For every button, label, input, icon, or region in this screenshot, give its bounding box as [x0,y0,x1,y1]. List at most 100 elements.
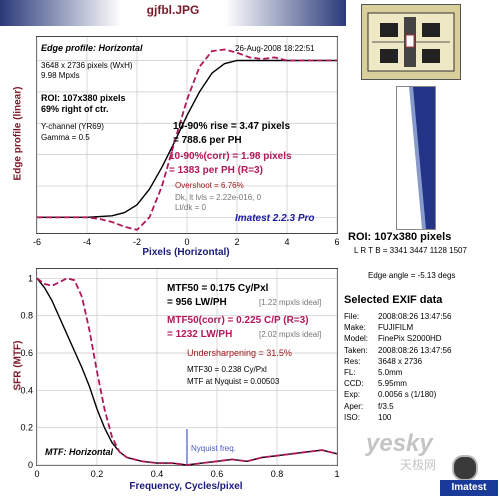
y-tick-label: 1 [28,273,33,283]
exif-title: Selected EXIF data [344,294,443,306]
mtf50-ideal: [1.22 mpxls ideal] [259,298,322,307]
x-tick-label: 0 [184,237,189,247]
image-dims: 3648 x 2736 pixels (WxH) [41,61,133,70]
rise-per-ph: = 788.6 per PH [173,135,242,146]
rise-corr-value: 10-90%(corr) = 1.98 pixels [169,151,292,162]
x-tick-label: -4 [83,237,91,247]
x-tick-label: 0.2 [91,469,104,479]
exif-key: ISO: [344,412,361,422]
exif-value: FinePix S2000HD [378,334,442,344]
exif-row: Exp: 0.0056 s (1/180) [344,390,436,399]
image-mpxls: 9.98 Mpxls [41,71,80,80]
y-tick-label: 0.2 [20,423,33,433]
exif-value: 5.0mm [378,368,403,377]
nyquist-label: Nyquist freq. [191,444,236,453]
roi-size: ROI: 107x380 pixels [41,93,126,103]
watermark-sub: 天极网 [400,458,437,472]
exif-row: ISO: 100 [344,413,391,422]
exif-value: 100 [378,412,392,422]
roi-title: ROI: 107x380 pixels [348,231,452,243]
exif-value: 5.95mm [378,379,407,389]
roi-edge-graphic [409,87,435,229]
x-tick-label: 0.6 [211,469,224,479]
x-tick-label: 0.8 [271,469,284,479]
mtf50-corr: MTF50(corr) = 0.225 C/P (R=3) [167,315,309,326]
file-title: gjfbl.JPG [146,3,200,17]
mtf30: MTF30 = 0.238 Cy/Pxl [187,365,267,374]
x-tick-label: 6 [334,237,339,247]
y-tick-label: 0.4 [20,385,33,395]
light-dark-ratio: Lt/dk = 0 [175,203,206,212]
corrected-series-line [36,277,338,466]
rise-corr-per-ph: = 1383 per PH (R=3) [169,165,263,176]
exif-key: Res: [344,356,361,366]
title-bar [0,0,346,26]
roi-image [396,86,436,230]
corrected-series-line [37,48,337,231]
exif-row: Model: FinePix S2000HD [344,334,442,343]
exif-value: 3648 x 2736 [378,356,423,366]
x-tick-label: -6 [33,237,41,247]
exif-key: Taken: [344,345,368,355]
x-tick-label: -2 [133,237,141,247]
x-tick-label: 1 [334,469,339,479]
lens-icon [452,455,478,481]
exif-row: Aper: f/3.5 [344,402,394,411]
mtf50: MTF50 = 0.175 Cy/Pxl [167,283,269,294]
undersharpening: Undersharpening = 31.5% [187,348,292,358]
exif-row: Make: FUJIFILM [344,323,413,332]
mtf50-lwph: = 956 LW/PH [167,297,227,308]
exif-key: FL: [344,368,356,377]
x-tick-label: 0.4 [151,469,164,479]
exif-key: Make: [344,323,366,333]
roi-coords: L R T B = 3341 3447 1128 1507 [354,246,467,255]
exif-row: Res: 3648 x 2736 [344,357,422,366]
channel: Y-channel (YR69) [41,122,104,131]
imatest-brand: Imatest 2.2.3 Pro [235,213,315,224]
x-tick-label: 0 [34,469,39,479]
exif-value: 2008:08:26 13:47:56 [378,345,452,355]
exif-key: Model: [344,334,369,344]
imatest-logo: Imatest [440,480,498,496]
edge-profile-plot: -6 -4 -2 0 2 4 6 Edge profile: Horizontal 26-A… [33,36,340,247]
edge-profile-svg: -6 -4 -2 0 2 4 6 [33,37,340,247]
exif-row: Taken: 2008:08:26 13:47:56 [344,346,451,355]
x-tick-label: 4 [284,237,289,247]
exif-key: Exp: [344,390,361,400]
edge-title: Edge profile: Horizontal [41,43,143,53]
chart-thumbnail [361,4,461,80]
mtf-panel-label: MTF: Horizontal [45,447,113,457]
mtf-plot: 0 0.2 0.4 0.6 0.8 1 0 0.2 0.4 0.6 0.8 1 MTF50 = 0.1… [20,268,340,479]
mtf50-corr-lwph: = 1232 LW/PH [167,329,233,340]
measured-series-line [37,59,337,219]
exif-key: Aper: [344,401,364,411]
mtf-nyquist: MTF at Nyquist = 0.00503 [187,377,280,386]
exif-key: File: [344,312,360,321]
gamma: Gamma = 0.5 [41,133,90,142]
exif-row: File: 2008:08:26 13:47:56 [344,312,451,321]
exif-key: CCD: [344,379,364,389]
rise-value: 10-90% rise = 3.47 pixels [173,121,291,132]
dark-light-levels: Dk, lt lvls = 2.22e-016, 0 [175,193,262,202]
x-tick-label: 2 [234,237,239,247]
exif-value: f/3.5 [378,401,394,411]
edge-ylabel: Edge profile (linear) [12,86,24,181]
mtf-xlabel: Frequency, Cycles/pixel [129,481,243,492]
thumbnail-graphic [367,12,455,72]
exif-value: FUJIFILM [378,323,414,333]
exif-value: 2008:08:26 13:47:56 [378,312,452,321]
roi-position: 69% right of ctr. [41,104,109,114]
mtf-ylabel: SFR (MTF) [12,340,24,391]
y-tick-label: 0 [28,460,33,470]
y-tick-label: 0.6 [20,348,33,358]
exif-row: CCD: 5.95mm [344,379,407,388]
edge-date: 26-Aug-2008 18:22:51 [235,44,315,53]
edge-xlabel: Pixels (Horizontal) [142,247,230,258]
exif-value: 0.0056 s (1/180) [378,390,437,400]
mtf50-corr-ideal: [2.02 mpxls ideal] [259,330,322,339]
edge-angle: Edge angle = -5.13 degs [368,271,456,280]
y-tick-label: 0.8 [20,311,33,321]
watermark: yesky [366,430,433,457]
exif-row: FL: 5.0mm [344,368,402,377]
overshoot: Overshoot = 6.76% [175,181,244,190]
